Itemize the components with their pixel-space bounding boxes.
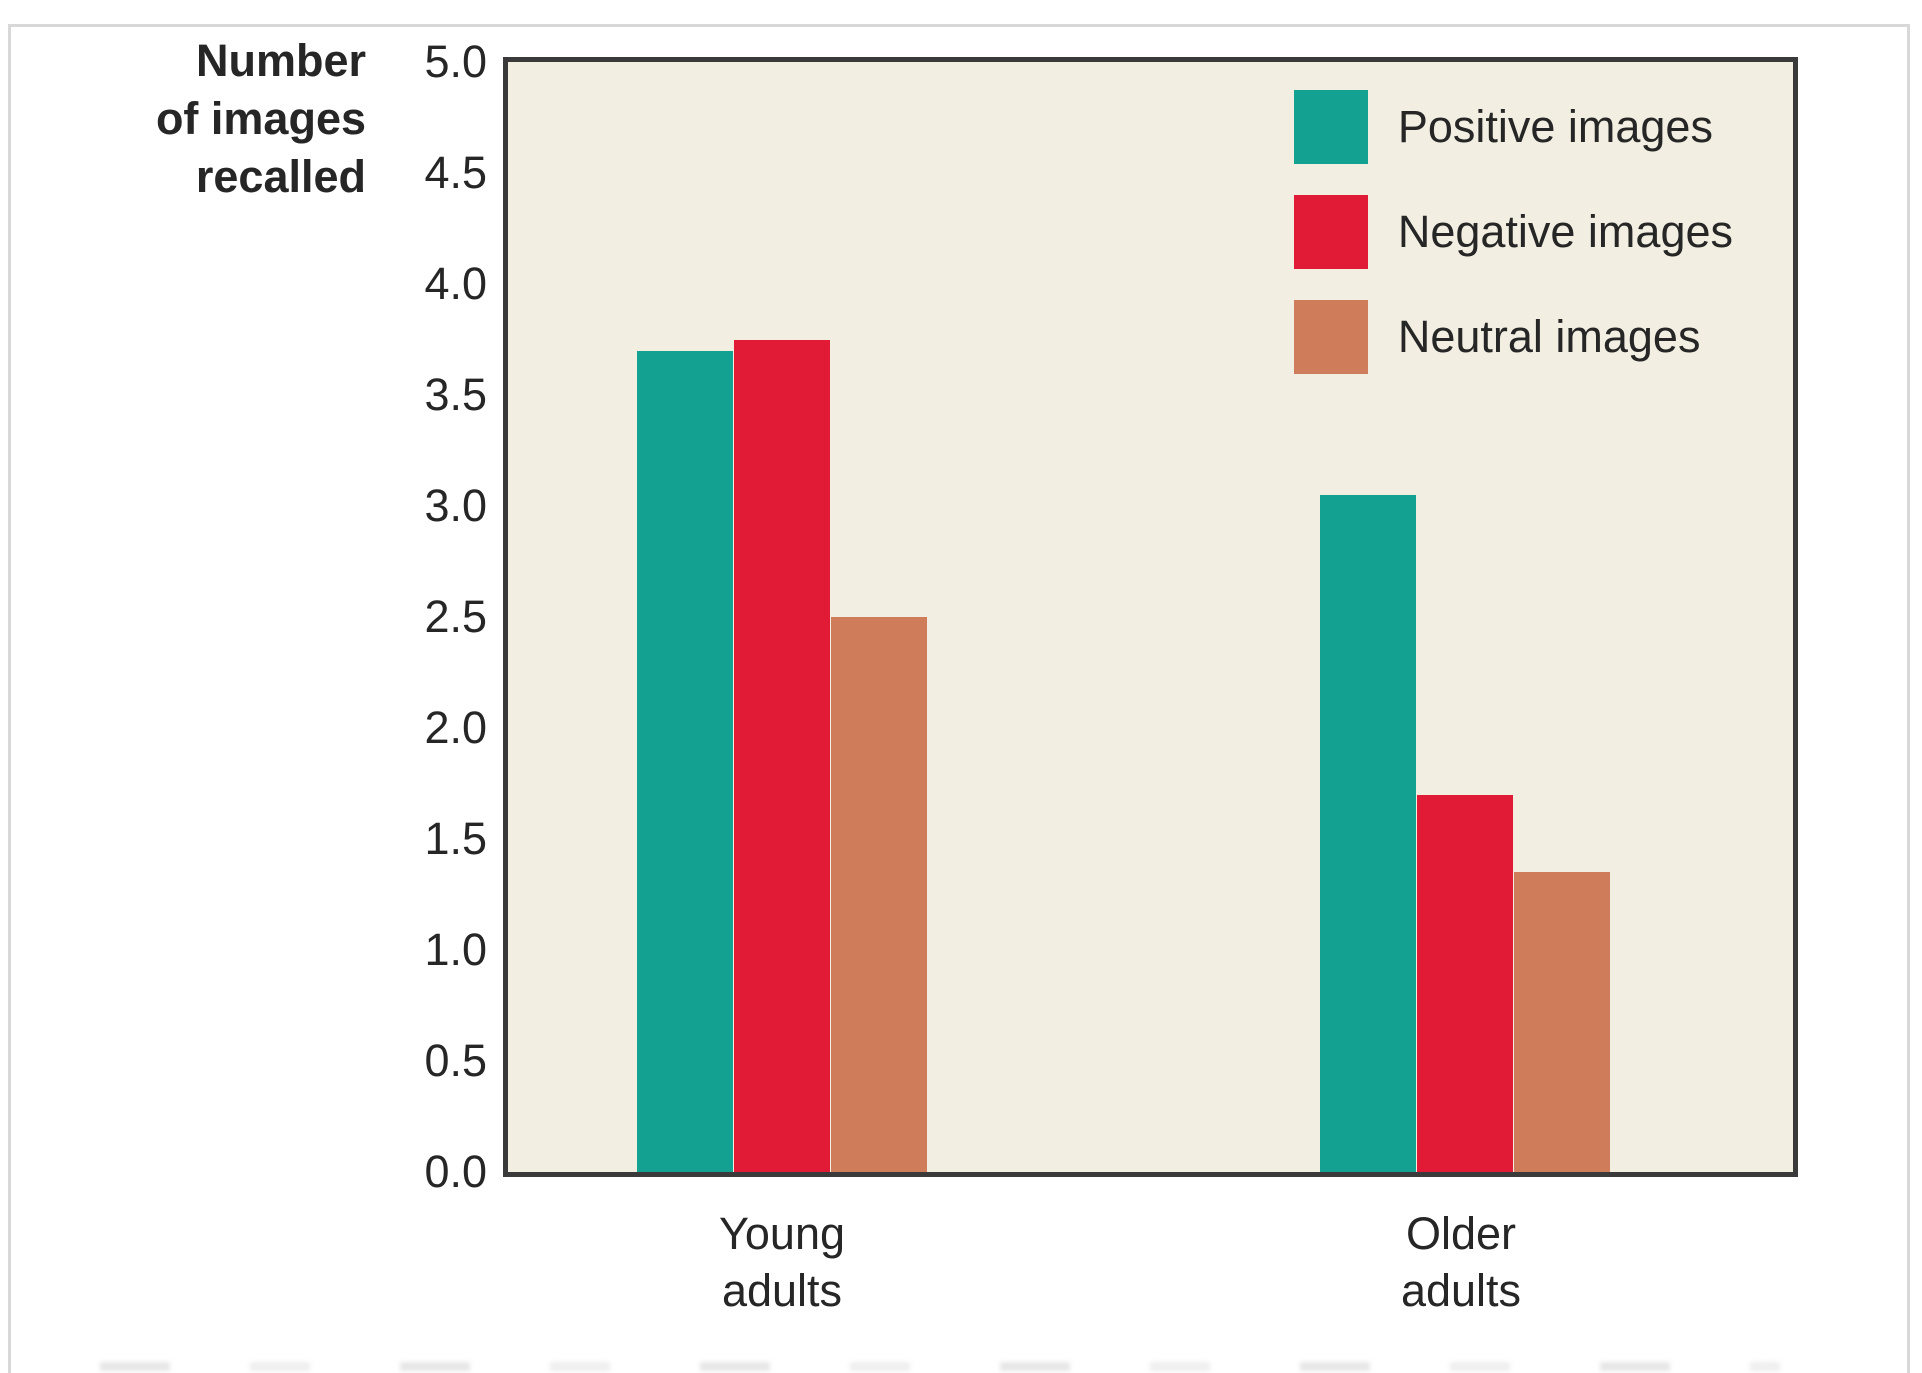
legend-swatch-neutral	[1293, 300, 1368, 374]
y-tick-label-2.0: 2.0	[424, 702, 487, 753]
y-tick-label-0.0: 0.0	[424, 1146, 487, 1197]
y-axis-title-line-3: recalled	[195, 151, 366, 202]
bar-negative-older-adults	[1417, 794, 1513, 1172]
figure-frame-right	[1907, 24, 1910, 1373]
y-tick-label-4.0: 4.0	[424, 258, 487, 309]
legend-swatch-positive	[1293, 90, 1368, 164]
y-tick-label-0.5: 0.5	[424, 1035, 487, 1086]
y-tick-label-5.0: 5.0	[424, 36, 487, 87]
legend: Positive images Negative images Neutral …	[1293, 90, 1733, 405]
y-axis-title-line-2: of images	[155, 93, 366, 144]
figure-frame-left	[8, 24, 11, 1373]
figure-frame-top	[8, 24, 1910, 27]
y-axis-title-line-1: Number	[195, 35, 366, 86]
plot-area: Positive images Negative images Neutral …	[503, 57, 1798, 1177]
bar-positive-older-adults	[1320, 494, 1416, 1172]
y-tick-label-3.5: 3.5	[424, 369, 487, 420]
legend-item-positive: Positive images	[1293, 90, 1733, 164]
y-tick-label-4.5: 4.5	[424, 147, 487, 198]
legend-swatch-negative	[1293, 195, 1368, 269]
y-axis-title: Number of images recalled	[0, 32, 366, 206]
y-tick-label-1.0: 1.0	[424, 924, 487, 975]
legend-label-positive: Positive images	[1397, 101, 1713, 152]
x-label-older-line-1: Older	[1405, 1208, 1517, 1259]
x-label-older-line-2: adults	[1400, 1265, 1522, 1316]
x-label-older-adults: Older adults	[1401, 1205, 1521, 1319]
bar-positive-young-adults	[637, 350, 733, 1172]
cutoff-caption-remnant	[100, 1362, 1780, 1371]
y-axis-tick-labels: 5.0 4.5 4.0 3.5 3.0 2.5 2.0 1.5 1.0 0.5 0.0	[0, 36, 487, 1197]
legend-label-negative: Negative images	[1397, 206, 1733, 257]
y-tick-label-3.0: 3.0	[424, 480, 487, 531]
legend-item-neutral: Neutral images	[1293, 300, 1733, 374]
x-label-young-line-1: Young	[719, 1208, 845, 1259]
bar-neutral-young-adults	[831, 617, 927, 1172]
y-tick-label-1.5: 1.5	[424, 813, 487, 864]
x-label-young-line-2: adults	[721, 1265, 843, 1316]
bar-neutral-older-adults	[1514, 872, 1610, 1172]
bar-negative-young-adults	[734, 339, 830, 1172]
legend-label-neutral: Neutral images	[1397, 311, 1701, 362]
y-tick-label-2.5: 2.5	[424, 591, 487, 642]
x-label-young-adults: Young adults	[719, 1205, 845, 1319]
legend-item-negative: Negative images	[1293, 195, 1733, 269]
